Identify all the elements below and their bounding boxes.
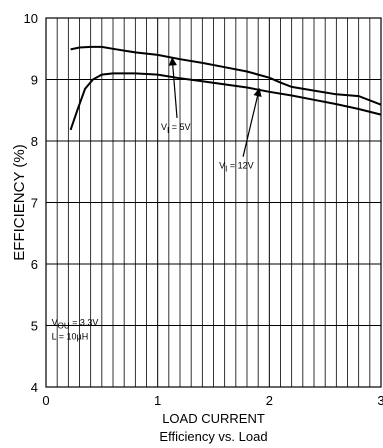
annotation-vi5: VI = 5V [161,122,191,135]
grid [45,17,382,388]
annotation-vi12: VI = 12V [219,161,254,174]
x-tick-label: 2 [266,393,273,408]
annotation-conditions: VOU = 3.3V [52,318,99,331]
y-axis-label: EFFICIENCY (%) [11,144,28,260]
y-tick-label: 7 [31,196,38,211]
chart-text: 4 5 6 7 8 9 10 0 1 2 3 LOAD CURRENT Efficiency vs. L… [11,11,383,444]
y-tick-label: 6 [31,257,38,272]
y-tick-label: 8 [31,134,38,149]
x-tick-label: 0 [42,393,49,408]
y-tick-label: 9 [31,73,38,88]
y-tick-label: 4 [31,380,38,395]
plot-frame [45,17,382,388]
y-tick-label: 10 [24,11,38,26]
x-axis-label: LOAD CURRENT [162,411,265,426]
series-line-vi-5v [70,45,382,106]
annotation-conditions: L = 10µH [52,332,89,342]
annotation-arrow-vi5 [168,57,178,118]
annotation-arrows [168,57,262,157]
chart-title: Efficiency vs. Load [159,429,267,444]
series-lines [69,45,382,131]
series-line-vi-12v [69,72,382,131]
x-tick-label: 1 [154,393,161,408]
y-tick-label: 5 [31,319,38,334]
x-tick-label: 3 [377,393,383,408]
annotation-arrow-vi12 [242,87,262,157]
